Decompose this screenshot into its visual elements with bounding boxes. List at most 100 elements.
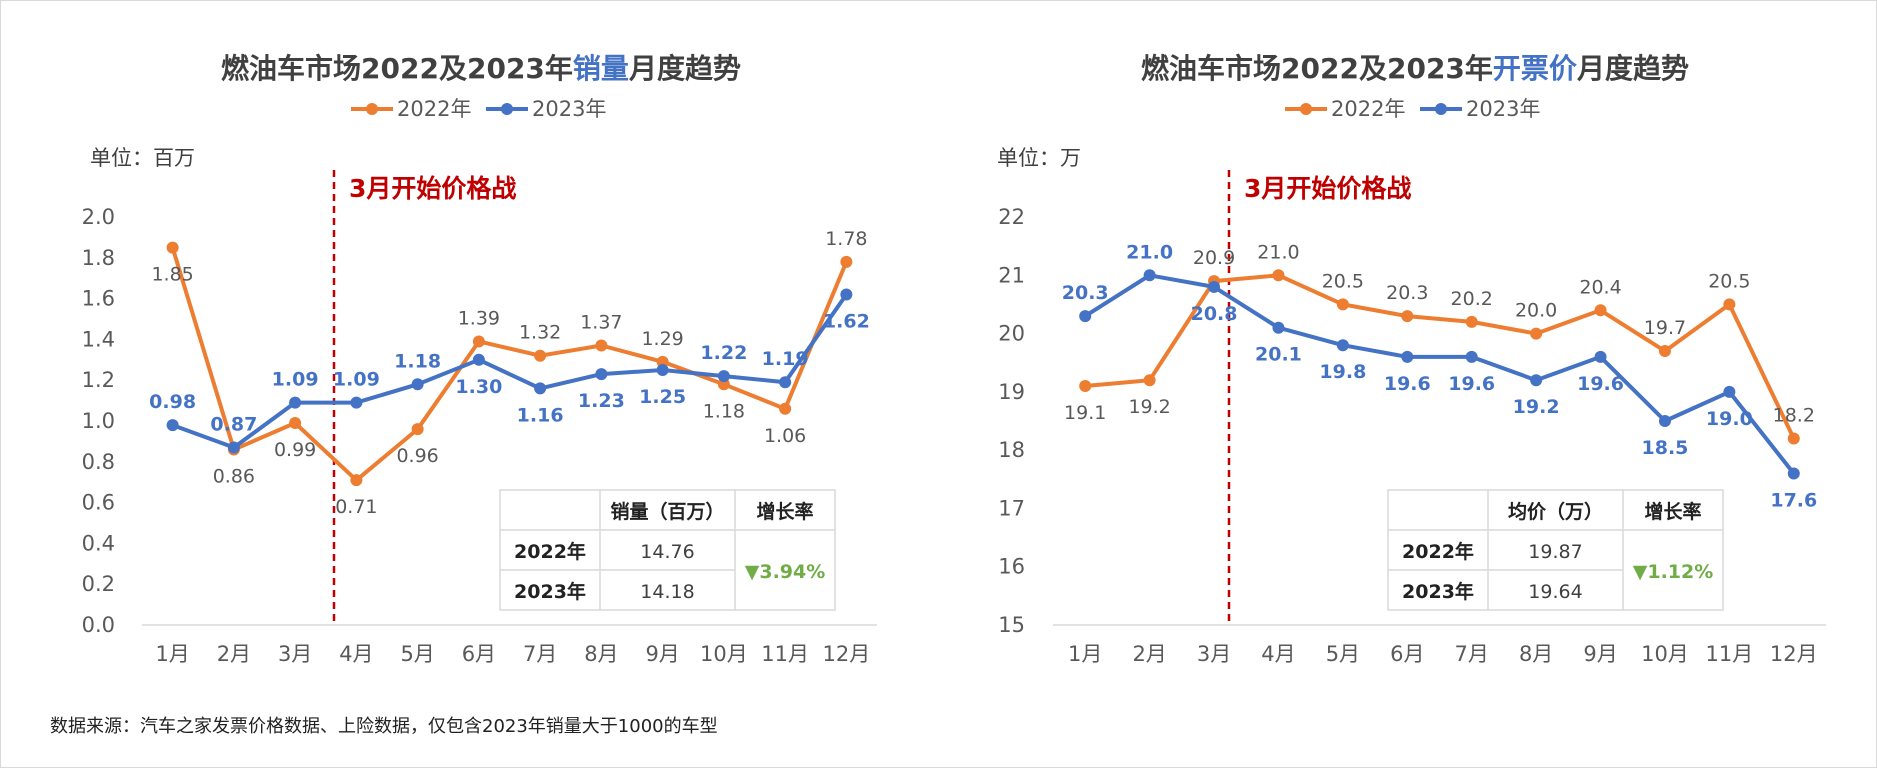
data-point-2022年 (350, 474, 363, 487)
data-point-2023年 (227, 441, 240, 454)
data-label-2023年: 1.09 (272, 369, 319, 391)
x-tick-label: 2月 (217, 642, 251, 666)
chart-title-part: 月度趋势 (1576, 52, 1689, 85)
data-point-2023年 (534, 382, 547, 395)
chart-title-highlight: 开票价 (1493, 52, 1578, 85)
table-box (499, 489, 836, 611)
legend-marker-2022年 (1300, 103, 1312, 115)
series-line-2022年 (170, 247, 849, 483)
data-point-2022年 (472, 335, 485, 348)
data-label-2022年: 20.4 (1579, 276, 1621, 298)
data-point-2023年 (1079, 310, 1092, 323)
data-point-2023年 (1401, 350, 1414, 363)
data-point-2022年 (1465, 315, 1478, 328)
x-tick-label: 9月 (1583, 642, 1617, 666)
price-war-annotation: 3月开始价格战 (1244, 174, 1411, 203)
data-point-2022年 (779, 402, 792, 415)
chart-title: 燃油车市场2022及2023年开票价月度趋势 (1141, 52, 1689, 85)
data-point-2022年 (1594, 304, 1607, 317)
table-header: 增长率 (756, 500, 813, 523)
y-tick-label: 21 (998, 263, 1025, 287)
legend: 2022年 2023年 (1285, 97, 1540, 121)
data-label-2023年: 19.8 (1319, 361, 1366, 383)
chart-title-part: 燃油车市场2022及2023年 (1141, 52, 1493, 85)
data-label-2022年: 1.85 (151, 264, 193, 286)
data-label-2023年: 1.25 (639, 386, 686, 408)
data-point-2023年 (350, 396, 363, 409)
x-tick-label: 2月 (1132, 642, 1166, 666)
x-tick-label: 12月 (823, 642, 871, 666)
data-point-2023年 (289, 396, 302, 409)
data-point-2022年 (840, 255, 853, 268)
data-point-2022年 (1336, 298, 1349, 311)
x-tick-label: 11月 (761, 642, 809, 666)
data-label-2022年: 0.99 (274, 439, 316, 461)
x-tick-label: 6月 (462, 642, 496, 666)
data-label-2022年: 21.0 (1257, 241, 1299, 263)
data-point-2023年 (656, 364, 669, 376)
table-header: 增长率 (1644, 500, 1701, 523)
y-tick-label: 22 (998, 205, 1025, 229)
data-point-2023年 (1530, 374, 1543, 387)
data-point-2022年 (534, 349, 547, 362)
x-tick-label: 10月 (1641, 642, 1689, 666)
x-tick-label: 11月 (1706, 642, 1754, 666)
y-tick-label: 1.4 (82, 327, 115, 351)
data-point-2023年 (472, 353, 485, 366)
data-label-2022年: 1.06 (764, 425, 806, 447)
data-point-2022年 (1530, 327, 1543, 340)
table-row-value: 14.18 (640, 581, 694, 603)
data-point-2022年 (1658, 345, 1671, 358)
data-label-2023年: 1.30 (455, 376, 502, 398)
data-label-2022年: 20.2 (1451, 288, 1493, 310)
data-label-2023年: 19.0 (1706, 408, 1753, 430)
data-label-2022年: 20.5 (1322, 270, 1364, 292)
y-tick-label: 0.2 (82, 572, 115, 596)
x-tick-label: 9月 (645, 642, 679, 666)
y-tick-label: 1.6 (82, 287, 115, 311)
x-tick-label: 3月 (278, 642, 312, 666)
data-label-2023年: 20.1 (1255, 344, 1302, 366)
summary-table: 销量（百万） 增长率 2022年 14.76 2023年 14.18 ▼3.94% (499, 489, 836, 611)
data-label-2023年: 1.18 (394, 350, 441, 372)
y-tick-label: 0.0 (82, 613, 115, 637)
table-header: 均价（万） (1508, 500, 1603, 523)
data-point-2023年 (1143, 269, 1156, 282)
data-label-2022年: 0.86 (213, 466, 255, 488)
data-label-2022年: 0.96 (396, 445, 438, 467)
series-line-2023年 (1084, 273, 1796, 475)
data-label-2022年: 1.37 (580, 312, 622, 334)
data-point-2022年 (1272, 269, 1285, 282)
y-tick-label: 1.2 (82, 368, 115, 392)
chart-title-highlight: 销量 (573, 52, 629, 85)
data-label-2023年: 17.6 (1770, 489, 1817, 511)
data-label-2023年: 21.0 (1126, 241, 1173, 263)
data-point-2022年 (595, 339, 608, 352)
data-point-2023年 (1465, 350, 1478, 363)
data-label-2023年: 0.87 (210, 414, 257, 436)
y-tick-label: 19 (998, 380, 1025, 404)
legend-label: 2023年 (532, 97, 606, 121)
x-tick-label: 10月 (700, 642, 748, 666)
table-row-value: 14.76 (640, 541, 694, 563)
series-line-2023年 (171, 293, 849, 450)
summary-table: 均价（万） 增长率 2022年 19.87 2023年 19.64 ▼1.12% (1387, 489, 1724, 611)
data-point-2023年 (411, 378, 424, 391)
data-label-2023年: 19.6 (1384, 373, 1431, 395)
data-label-2022年: 19.7 (1644, 317, 1686, 339)
x-tick-label: 12月 (1770, 642, 1818, 666)
data-label-2022年: 20.9 (1193, 247, 1235, 269)
table-row-value: 19.64 (1528, 581, 1582, 603)
data-label-2023年: 19.6 (1448, 373, 1495, 395)
data-point-2023年 (1272, 321, 1285, 334)
data-label-2022年: 19.1 (1064, 402, 1106, 424)
y-tick-label: 17 (998, 496, 1025, 520)
data-point-2023年 (1208, 280, 1221, 293)
table-row-label: 2023年 (514, 580, 586, 603)
data-label-2023年: 20.8 (1191, 303, 1238, 325)
data-point-2022年 (411, 423, 424, 436)
table-row-label: 2022年 (1402, 540, 1474, 563)
data-point-2023年 (717, 370, 730, 383)
x-tick-label: 1月 (155, 642, 189, 666)
